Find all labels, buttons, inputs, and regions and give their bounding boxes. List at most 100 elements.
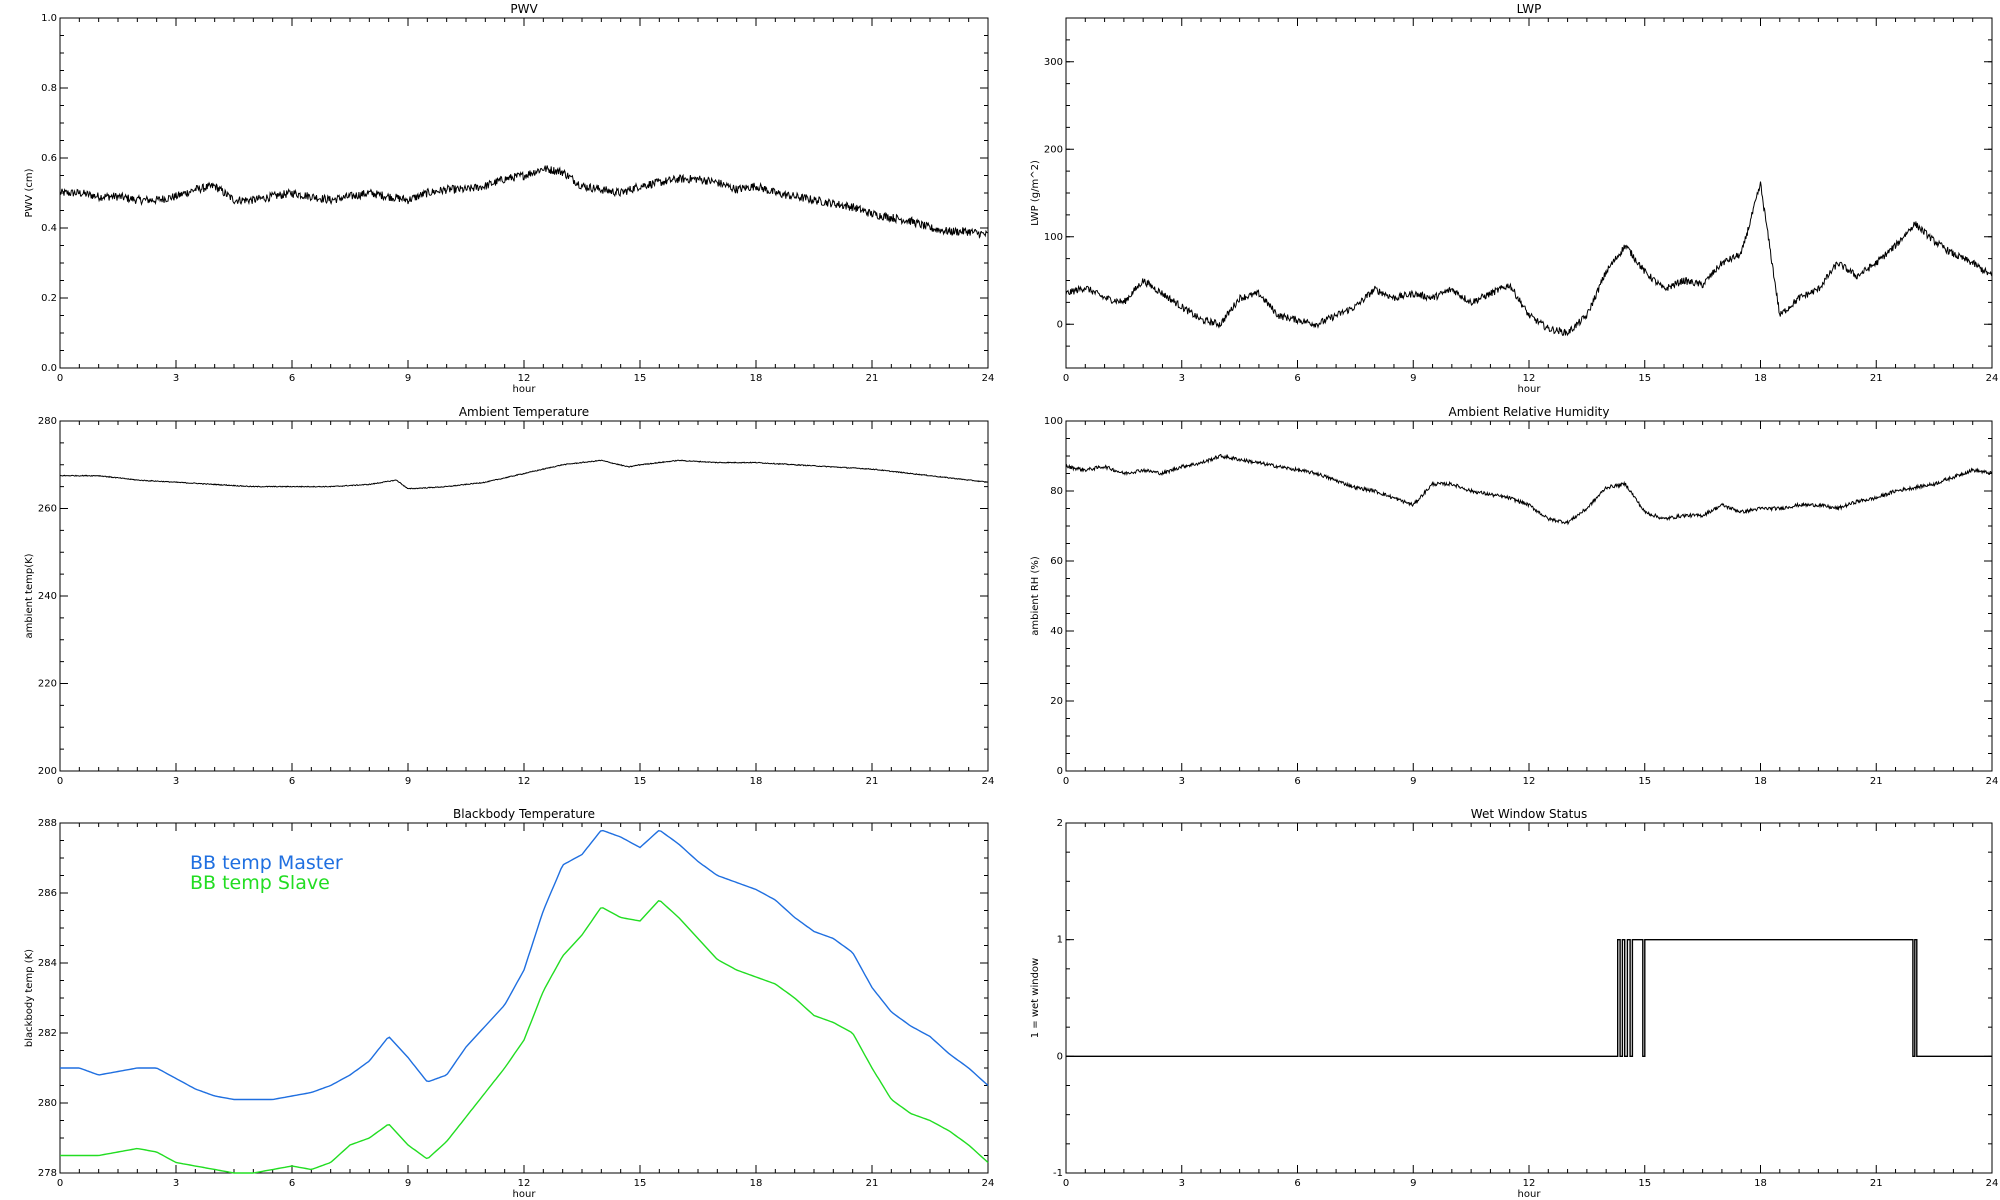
series-line-1 <box>60 900 989 1174</box>
y-axis-label: ambient temp(K) <box>24 553 35 638</box>
y-axis-label: 1 = wet window <box>1030 958 1041 1038</box>
y-tick-label: 286 <box>38 888 57 899</box>
x-tick-label: 6 <box>1294 776 1300 787</box>
x-tick-label: 24 <box>982 776 995 787</box>
x-tick-label: 6 <box>289 1178 295 1189</box>
x-tick-label: 18 <box>1754 1178 1767 1189</box>
y-tick-label: 100 <box>1044 416 1063 427</box>
y-axis-label: blackbody temp (K) <box>24 949 35 1047</box>
x-tick-label: 24 <box>1986 1178 1999 1189</box>
x-tick-label: 12 <box>518 776 531 787</box>
x-tick-label: 15 <box>1638 373 1651 384</box>
y-tick-label: 100 <box>1044 232 1063 243</box>
x-tick-label: 3 <box>1179 373 1185 384</box>
x-tick-label: 18 <box>1754 776 1767 787</box>
chart-title: Wet Window Status <box>1471 807 1587 821</box>
series-line-0 <box>60 829 989 1101</box>
x-tick-label: 0 <box>1063 1178 1069 1189</box>
chart-title: Ambient Temperature <box>459 405 589 419</box>
y-tick-label: 2 <box>1057 818 1063 829</box>
series-line-0 <box>1066 939 1992 1057</box>
x-tick-label: 12 <box>1523 1178 1536 1189</box>
x-tick-label: 12 <box>518 1178 531 1189</box>
x-tick-label: 24 <box>982 1178 995 1189</box>
x-tick-label: 18 <box>750 776 763 787</box>
y-tick-label: 0 <box>1057 1051 1063 1062</box>
y-tick-label: 300 <box>1044 57 1063 68</box>
x-tick-label: 0 <box>57 1178 63 1189</box>
x-tick-label: 3 <box>173 776 179 787</box>
x-tick-label: 12 <box>1523 373 1536 384</box>
x-tick-label: 24 <box>1986 776 1999 787</box>
x-tick-label: 21 <box>866 373 879 384</box>
y-tick-label: 60 <box>1050 556 1063 567</box>
x-tick-label: 21 <box>866 1178 879 1189</box>
x-tick-label: 0 <box>57 776 63 787</box>
y-axis-label: LWP (g/m^2) <box>1030 160 1041 226</box>
series-line-0 <box>59 165 989 239</box>
x-tick-label: 21 <box>1870 1178 1883 1189</box>
series-line-0 <box>1065 453 1993 526</box>
x-axis-label: hour <box>513 384 537 395</box>
y-tick-label: 200 <box>38 766 57 777</box>
y-tick-label: 0.8 <box>41 83 57 94</box>
chart-panel-0: PWV 0 3 6 9 12 15 18 21 24 hour 0.0 0.2 0.4 0.6 0.8 1.0 P… <box>24 2 994 395</box>
plot-frame <box>59 17 989 369</box>
y-tick-label: 200 <box>1044 144 1063 155</box>
y-tick-label: 1.0 <box>41 13 57 24</box>
chart-title: PWV <box>510 2 538 16</box>
plot-frame <box>1065 420 1993 772</box>
legend-entry: BB temp Slave <box>190 872 330 894</box>
x-tick-label: 6 <box>1294 1178 1300 1189</box>
y-tick-label: 0.2 <box>41 293 57 304</box>
x-tick-label: 9 <box>1410 776 1416 787</box>
x-tick-label: 24 <box>982 373 995 384</box>
y-tick-label: 280 <box>38 1098 57 1109</box>
x-tick-label: 15 <box>634 373 647 384</box>
chart-panel-2: Ambient Temperature 0 3 6 9 12 15 18 21 24 200 220 2… <box>24 405 994 787</box>
chart-title: LWP <box>1517 2 1542 16</box>
x-tick-label: 0 <box>1063 776 1069 787</box>
x-tick-label: 18 <box>750 1178 763 1189</box>
y-axis-label: PWV (cm) <box>24 168 35 217</box>
x-tick-label: 9 <box>1410 373 1416 384</box>
y-tick-label: 260 <box>38 504 57 515</box>
y-tick-label: 0 <box>1057 319 1063 330</box>
chart-panel-4: Blackbody Temperature 0 3 6 9 12 15 18 21 24 hour 2… <box>24 807 994 1200</box>
y-tick-label: 240 <box>38 591 57 602</box>
x-axis-label: hour <box>1518 384 1542 395</box>
x-tick-label: 18 <box>750 373 763 384</box>
x-tick-label: 15 <box>634 776 647 787</box>
y-tick-label: 0 <box>1057 766 1063 777</box>
y-tick-label: -1 <box>1053 1168 1063 1179</box>
x-tick-label: 6 <box>289 373 295 384</box>
x-tick-label: 24 <box>1986 373 1999 384</box>
chart-title: Blackbody Temperature <box>453 807 595 821</box>
y-tick-label: 284 <box>38 958 57 969</box>
x-axis-label: hour <box>1518 1189 1542 1200</box>
x-tick-label: 21 <box>866 776 879 787</box>
y-tick-label: 20 <box>1050 696 1063 707</box>
x-tick-label: 3 <box>173 1178 179 1189</box>
x-tick-label: 6 <box>289 776 295 787</box>
x-axis-label: hour <box>513 1189 537 1200</box>
x-tick-label: 3 <box>1179 776 1185 787</box>
y-axis-label: ambient RH (%) <box>1030 556 1041 636</box>
y-tick-label: 220 <box>38 679 57 690</box>
chart-panel-3: Ambient Relative Humidity 0 3 6 9 12 15 18 21 24 0… <box>1030 405 1998 787</box>
x-tick-label: 15 <box>634 1178 647 1189</box>
plot-frame <box>1065 822 1993 1174</box>
x-tick-label: 6 <box>1294 373 1300 384</box>
y-tick-label: 288 <box>38 818 57 829</box>
x-tick-label: 9 <box>405 1178 411 1189</box>
y-tick-label: 278 <box>38 1168 57 1179</box>
chart-panel-1: LWP 0 3 6 9 12 15 18 21 24 hour 0 100 200 300 LWP (g/m^… <box>1030 2 1998 395</box>
x-tick-label: 9 <box>405 776 411 787</box>
y-tick-label: 40 <box>1050 626 1063 637</box>
x-tick-label: 3 <box>173 373 179 384</box>
x-tick-label: 15 <box>1638 1178 1651 1189</box>
y-tick-label: 280 <box>38 416 57 427</box>
x-tick-label: 9 <box>1410 1178 1416 1189</box>
y-tick-label: 0.0 <box>41 363 57 374</box>
